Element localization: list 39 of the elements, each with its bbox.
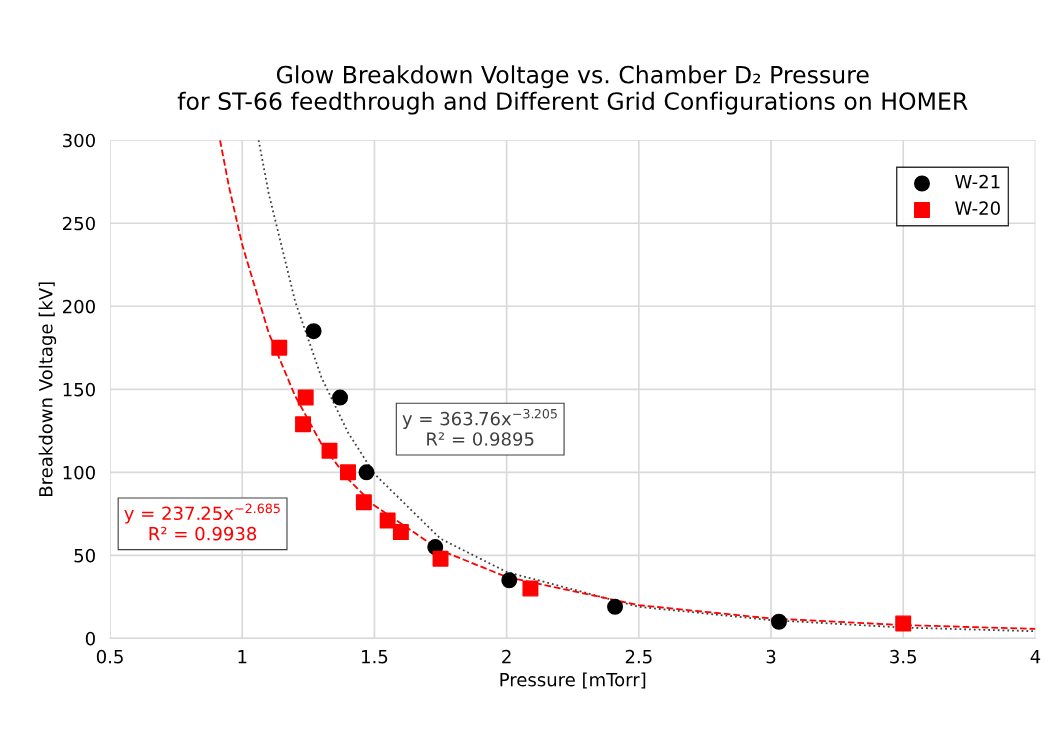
point: [305, 323, 322, 340]
point: [501, 572, 518, 589]
point: [271, 339, 288, 356]
annotation: y = 363.76x$^{−3.205}$ R² = 0.9895: [402, 408, 557, 446]
y-tick-label: 0: [85, 631, 95, 646]
point: [321, 442, 338, 459]
point: [379, 512, 396, 529]
y-axis-title: Breakdown Voltage [kV]: [38, 282, 57, 496]
point: [895, 615, 912, 632]
point: [295, 416, 312, 433]
y-tick-label: 50: [74, 548, 95, 563]
y-tick-label: 250: [63, 216, 95, 231]
point: [332, 389, 349, 406]
x-tick-label: 1: [238, 650, 247, 664]
x-tick-label: 3: [766, 649, 776, 664]
point: [522, 580, 539, 597]
point: [297, 389, 314, 406]
x-axis-title: Pressure [mTorr]: [500, 672, 646, 689]
x-tick-label: 2: [502, 649, 511, 664]
legend-label: W-21: [955, 174, 1000, 189]
point: [358, 464, 375, 481]
y-tick-label: 200: [63, 299, 95, 314]
point: [607, 598, 624, 615]
x-tick-label: 2.5: [625, 649, 652, 664]
x-tick-label: 3.5: [890, 649, 917, 664]
x-tick-label: 4: [1030, 650, 1041, 664]
y-tick-label: 150: [63, 382, 95, 397]
chart-title: Glow Breakdown Voltage vs. Chamber D₂ Pressure for ST-66 feedthrough and Different Grid Configurations on HOMER: [177, 65, 968, 115]
annotation: y = 237.25x$^{−2.685}$ R² = 0.9938: [124, 503, 280, 541]
x-tick-label: 1.5: [362, 650, 388, 664]
point: [340, 464, 356, 481]
y-tick-label: 300: [63, 133, 95, 148]
y-tick-label: 100: [63, 465, 95, 480]
point: [355, 494, 372, 511]
point: [432, 550, 449, 567]
x-tick-label: 0.5: [96, 649, 123, 664]
point: [392, 524, 409, 541]
point: [770, 613, 787, 630]
legend-label: W-20: [955, 201, 1000, 215]
